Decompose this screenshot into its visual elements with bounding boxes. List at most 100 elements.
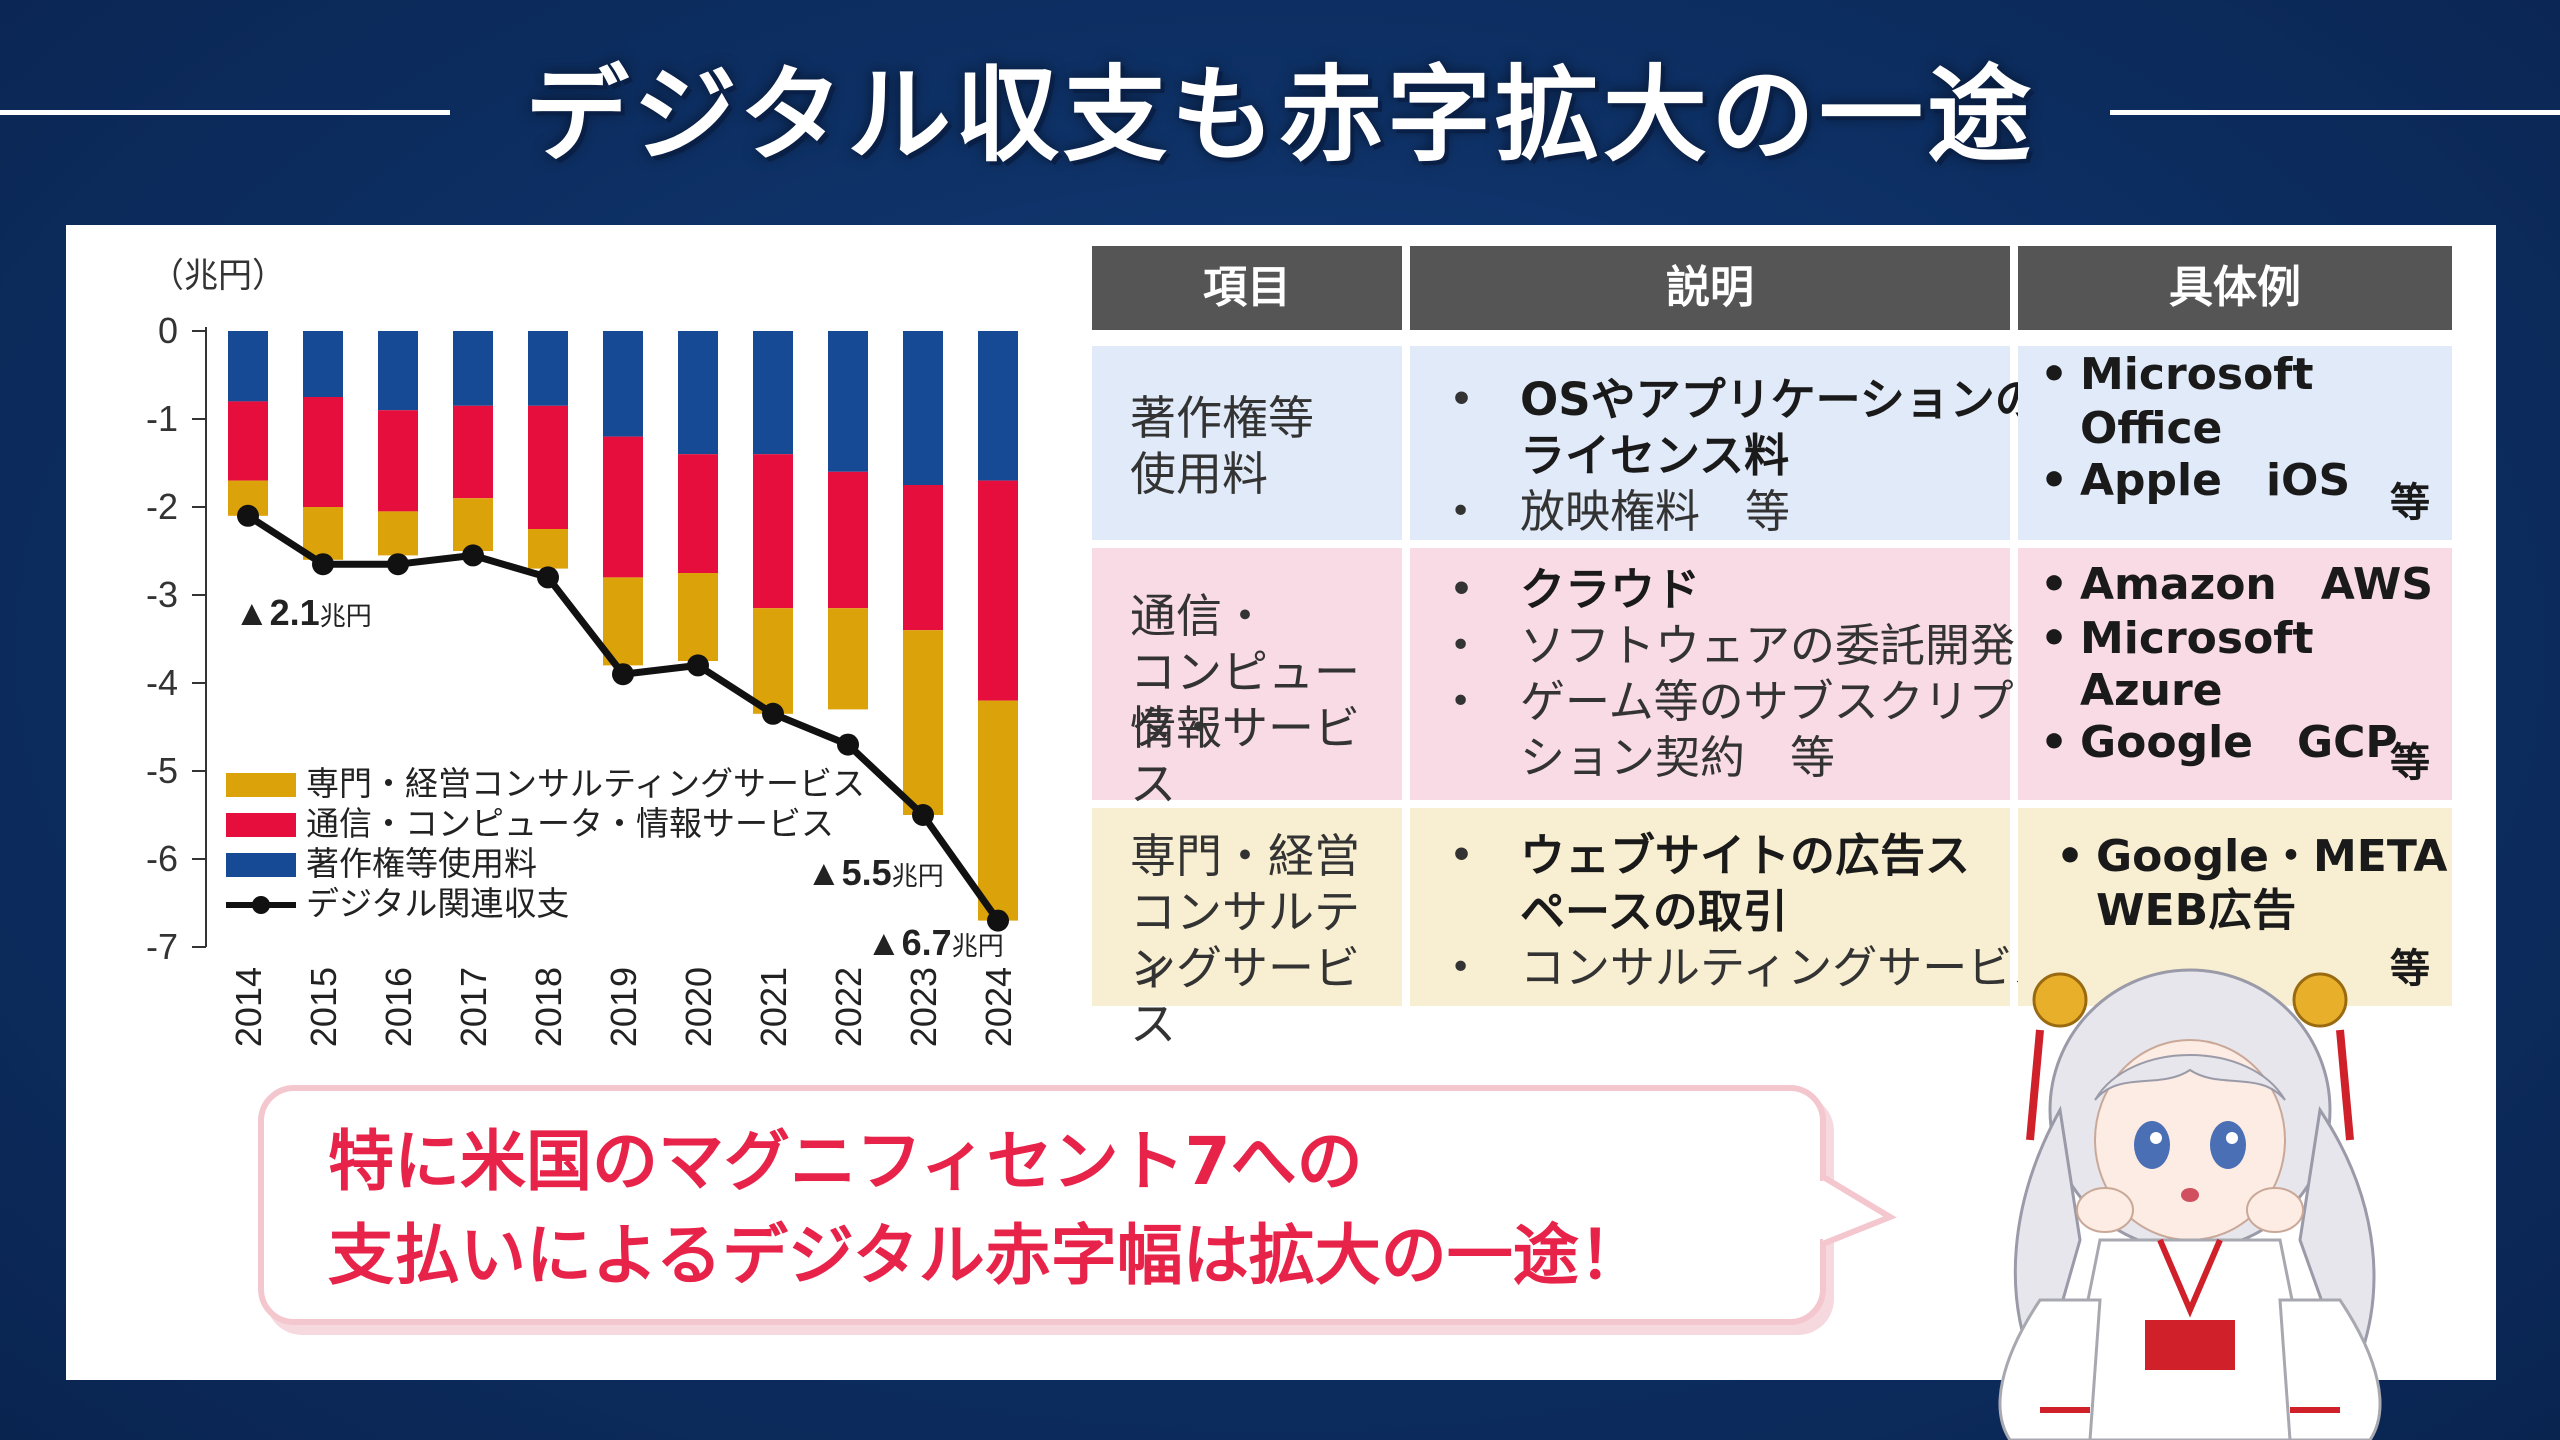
y-tick-label: -2	[146, 486, 178, 527]
description-text: 放映権料 等	[1520, 485, 1791, 538]
speech-bubble: 特に米国のマグニフィセント7への 支払いによるデジタル赤字幅は拡大の一途！	[258, 1085, 1826, 1325]
bullet-icon: •	[1450, 835, 1474, 876]
legend-telecom-label: 通信・コンピュータ・情報サービス	[306, 805, 834, 842]
bar-segment-copyright	[228, 331, 268, 402]
example-item: • Google GCP	[2040, 716, 2398, 770]
example-item: • Microsoft	[2040, 348, 2314, 402]
example-text: Amazon AWS	[2080, 559, 2434, 610]
legend-copyright-swatch	[226, 853, 296, 877]
bubble-text: 特に米国のマグニフィセント7への 支払いによるデジタル赤字幅は拡大の一途！	[328, 1115, 1645, 1303]
digital-balance-chart: （兆円） 0 -1 -2 -3 -4 -5 -6 -7 2014 2015 2016 2017 201…	[146, 257, 1019, 1047]
y-tick-label: -1	[146, 398, 178, 439]
example-text: Microsoft	[2080, 349, 2314, 400]
net-balance-point	[612, 663, 634, 686]
character-illustration	[1998, 968, 2382, 1440]
description-text: ション契約 等	[1520, 731, 1836, 784]
table-cell-description: • ウェブサイトの広告ス ペースの取引 • コンサルティングサービス	[1410, 808, 2057, 1006]
description-item: • ソフトウェアの委託開発	[1450, 618, 2016, 674]
y-tick-label: -7	[146, 926, 178, 967]
bar-segment-consulting	[678, 573, 718, 661]
title-rule-left	[0, 110, 450, 115]
legend-telecom-swatch	[226, 813, 296, 837]
bullet-icon: •	[2040, 349, 2069, 400]
net-balance-point	[987, 909, 1009, 932]
example-text: Google・META	[2096, 831, 2448, 882]
bullet-icon: •	[1450, 625, 1472, 666]
description-text: ソフトウェアの委託開発	[1520, 619, 2016, 672]
y-tick-label: -4	[146, 662, 178, 703]
bar-segment-consulting	[828, 608, 868, 710]
category-line: コンピュータ・	[1130, 645, 1360, 755]
x-tick-label: 2021	[753, 967, 794, 1047]
x-tick-label: 2020	[678, 967, 719, 1047]
x-tick-label: 2014	[228, 967, 269, 1047]
bullet-icon: •	[1450, 491, 1472, 532]
net-balance-point	[312, 553, 334, 576]
description-item: • ゲーム等のサブスクリプ	[1450, 674, 2014, 730]
bar-segment-copyright	[753, 331, 793, 455]
x-tick-label: 2024	[978, 967, 1019, 1047]
category-line: ングサービス	[1130, 941, 1360, 1051]
table-cell-examples: • Google・META WEB広告等	[2018, 808, 2452, 1006]
annotation-2023: ▲5.5兆円	[806, 852, 944, 893]
bullet-icon: •	[2040, 559, 2069, 610]
example-text: Apple iOS	[2080, 455, 2351, 506]
description-item: • 放映権料 等	[1450, 484, 1791, 540]
bar-segment-telecom	[678, 454, 718, 573]
example-text: Azure	[2080, 665, 2223, 716]
header-examples: 具体例	[2018, 246, 2452, 330]
legend-line-marker	[252, 896, 270, 914]
bubble-line-2: 支払いによるデジタル赤字幅は拡大の一途！	[328, 1217, 1645, 1294]
net-balance-point	[237, 504, 259, 527]
net-balance-point	[912, 804, 934, 826]
category-line: 情報サービス	[1130, 701, 1360, 811]
bar-segment-telecom	[828, 471, 868, 609]
bullet-icon: •	[2040, 613, 2069, 664]
table-cell-examples: • Microsoft Office • Apple iOS 等	[2018, 346, 2452, 540]
category-line: 専門・経営	[1130, 829, 1360, 883]
net-balance-point	[462, 544, 484, 567]
category-line: 使用料	[1130, 447, 1268, 501]
etc-label: 等	[2390, 740, 2430, 786]
bar-segment-telecom	[228, 401, 268, 481]
description-text: クラウド	[1520, 563, 1701, 616]
net-balance-point	[837, 733, 859, 756]
example-text: Google GCP	[2080, 717, 2398, 768]
description-text: OSやアプリケーションの	[1520, 373, 2040, 426]
legend-copyright-label: 著作権等使用料	[306, 845, 537, 882]
bubble-line-1: 特に米国のマグニフィセント7への	[328, 1123, 1363, 1200]
net-balance-point	[387, 553, 409, 576]
bar-segment-copyright	[603, 331, 643, 437]
y-tick-label: 0	[158, 310, 178, 351]
bar-segment-telecom	[978, 480, 1018, 701]
example-item: • Google・META	[2056, 830, 2448, 884]
description-text: ゲーム等のサブスクリプ	[1520, 675, 2014, 728]
bar-segment-copyright	[978, 331, 1018, 481]
bar-segment-copyright	[528, 331, 568, 406]
y-tick-label: -5	[146, 750, 178, 791]
bar-segment-telecom	[453, 405, 493, 499]
example-item: • Amazon AWS	[2040, 558, 2434, 612]
description-item: ペースの取引	[1520, 884, 1788, 940]
category-line: コンサルティ	[1130, 885, 1360, 995]
description-text: ウェブサイトの広告ス	[1520, 829, 1971, 882]
net-balance-point	[762, 702, 784, 725]
category-line: 通信・	[1130, 589, 1268, 643]
y-unit-label: （兆円）	[150, 257, 286, 295]
y-tick-label: -3	[146, 574, 178, 615]
x-tick-label: 2022	[828, 967, 869, 1047]
description-item: • コンサルティングサービス	[1450, 940, 2057, 996]
y-tick-label: -6	[146, 838, 178, 879]
description-item: • OSやアプリケーションの	[1450, 372, 2040, 428]
bar-segment-copyright	[903, 331, 943, 485]
example-item: • Apple iOS	[2040, 454, 2351, 508]
title-rule-right	[2110, 110, 2560, 115]
bar-segment-copyright	[378, 331, 418, 411]
bullet-icon: •	[2040, 455, 2069, 506]
example-text: WEB広告	[2096, 885, 2297, 936]
bar-segment-copyright	[303, 331, 343, 397]
description-item: ライセンス料	[1520, 428, 1789, 484]
bar-segment-telecom	[303, 397, 343, 507]
x-tick-label: 2018	[528, 967, 569, 1047]
description-text: ライセンス料	[1520, 429, 1790, 482]
